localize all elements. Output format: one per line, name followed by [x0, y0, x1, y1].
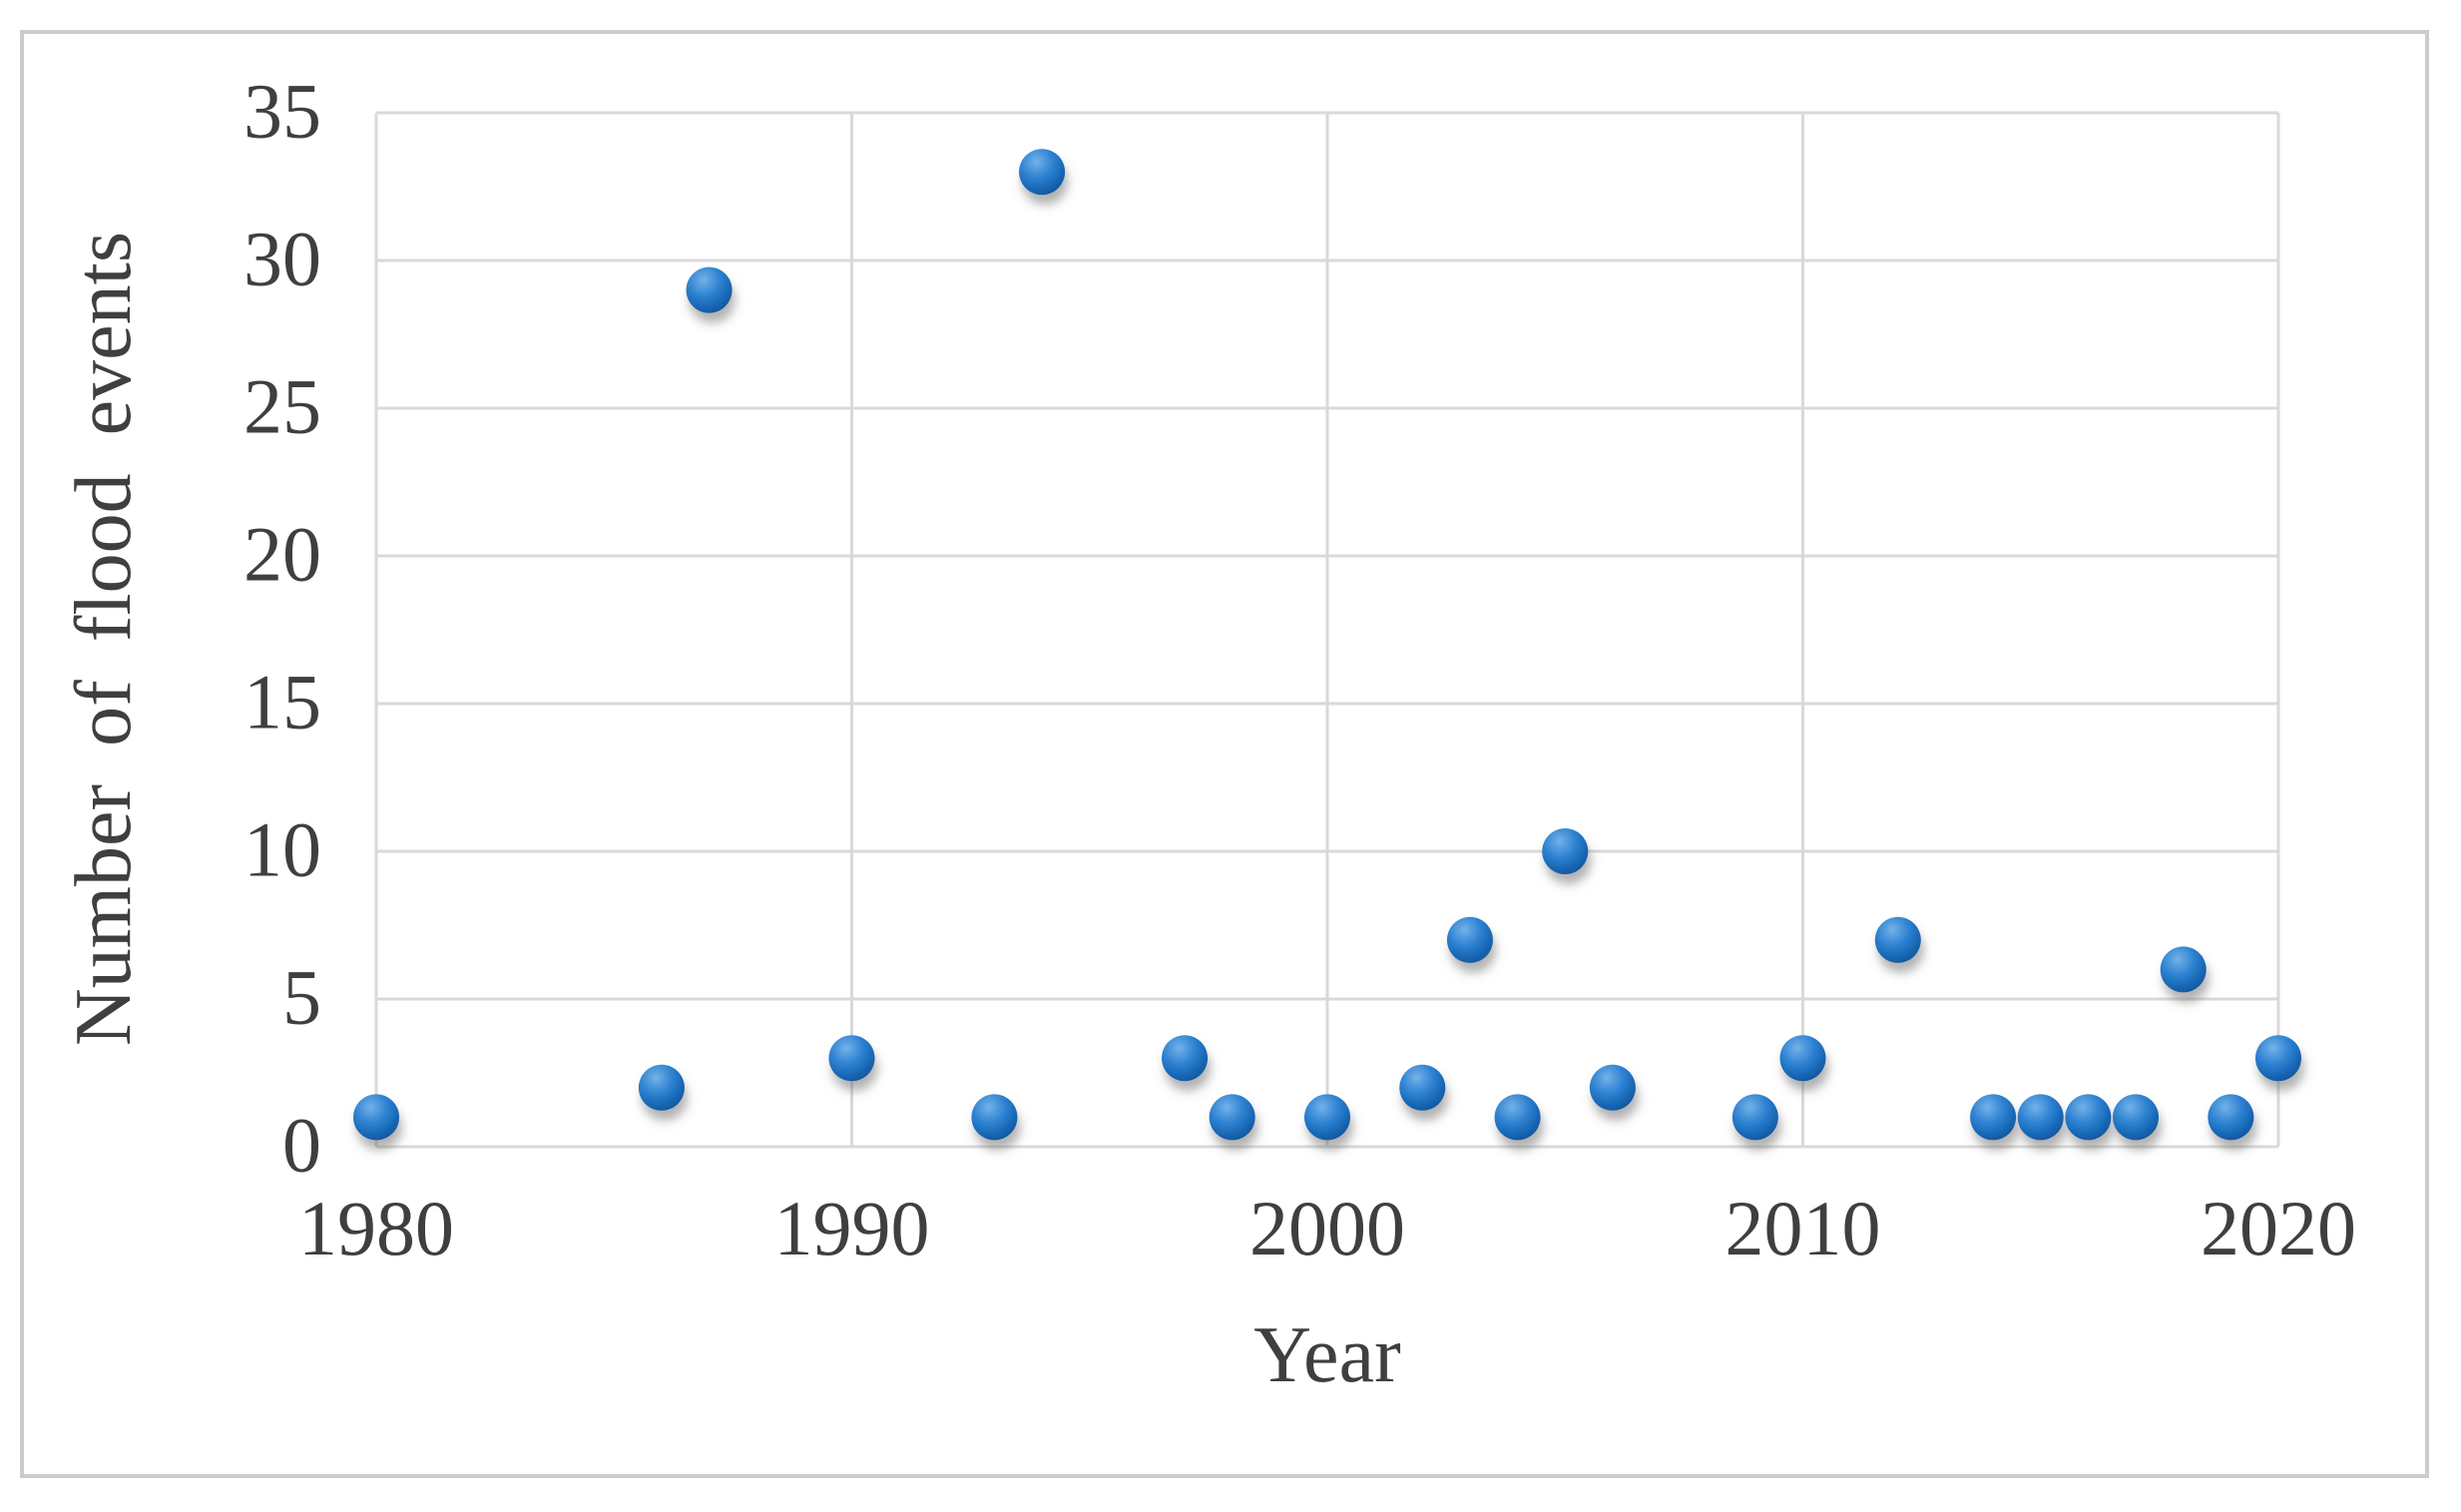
y-tick-label-25: 25 [244, 362, 321, 450]
x-tick-label-1980: 1980 [298, 1185, 454, 1271]
data-point-1980 [353, 1094, 399, 1141]
data-point-2018 [2160, 946, 2207, 993]
data-point-1986 [638, 1064, 685, 1111]
y-tick-label-30: 30 [244, 215, 321, 302]
y-tick-label-35: 35 [244, 67, 321, 155]
data-point-1994 [1019, 149, 1066, 196]
data-point-2000 [1304, 1094, 1350, 1141]
figure-frame [20, 30, 2429, 1478]
data-point-2004 [1494, 1094, 1541, 1141]
data-point-2002 [1399, 1064, 1446, 1111]
data-point-2006 [1589, 1064, 1636, 1111]
x-tick-label-2000: 2000 [1249, 1185, 1405, 1271]
data-point-1998 [1209, 1094, 1255, 1141]
data-point-2017 [2113, 1094, 2160, 1141]
data-points [353, 149, 2301, 1141]
plot-canvas [353, 111, 2301, 1149]
y-axis-title: Number of flood events [60, 231, 148, 1047]
x-tick-label-1990: 1990 [773, 1185, 930, 1271]
data-point-2003 [1446, 916, 1493, 963]
x-tick-label-2020: 2020 [2201, 1185, 2356, 1271]
gridlines [374, 111, 2280, 1149]
x-tick-label-2010: 2010 [1724, 1185, 1881, 1271]
data-point-2012 [1874, 916, 1921, 963]
data-point-2020 [2255, 1035, 2301, 1082]
y-tick-label-0: 0 [282, 1101, 321, 1189]
data-point-1997 [1162, 1035, 1209, 1082]
y-tick-label-10: 10 [244, 805, 321, 893]
data-point-2009 [1731, 1094, 1778, 1141]
y-tick-label-5: 5 [282, 953, 321, 1041]
data-point-2016 [2065, 1094, 2112, 1141]
data-point-2015 [2017, 1094, 2064, 1141]
data-point-1990 [828, 1035, 875, 1082]
plot-area [353, 111, 2301, 1149]
data-point-1993 [971, 1094, 1018, 1141]
x-axis-title: Year [1253, 1311, 1401, 1399]
data-point-2019 [2208, 1094, 2254, 1141]
data-point-1987 [686, 266, 733, 313]
data-point-2014 [1970, 1094, 2017, 1141]
y-tick-label-20: 20 [244, 510, 321, 598]
y-tick-label-15: 15 [244, 658, 321, 746]
data-point-2005 [1542, 828, 1589, 874]
data-point-2010 [1779, 1035, 1826, 1082]
